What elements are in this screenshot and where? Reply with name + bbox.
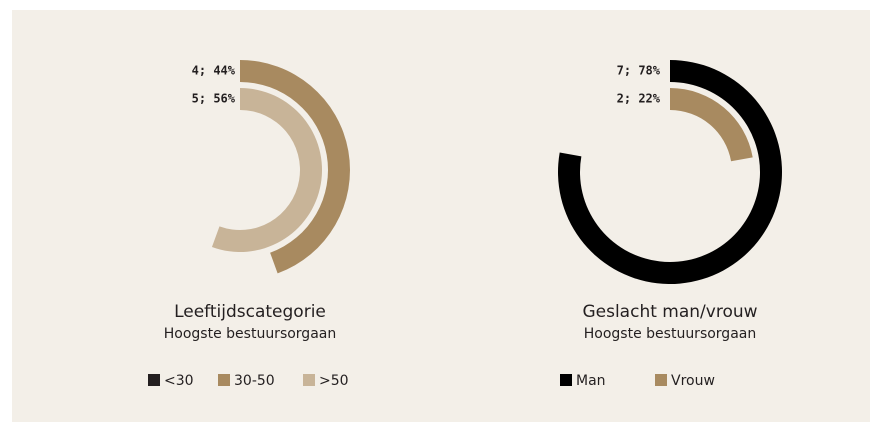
value-label: 4; 44% [192, 64, 236, 78]
chart-subtitle: Hoogste bestuursorgaan [164, 326, 336, 342]
legend-label: >50 [319, 373, 349, 389]
legend-swatch [303, 374, 315, 386]
panel [12, 10, 870, 422]
legend-swatch [218, 374, 230, 386]
ring-arc [240, 60, 350, 274]
chart-title: Geslacht man/vrouw [582, 302, 757, 322]
legend-swatch [148, 374, 160, 386]
legend-label: <30 [164, 373, 194, 389]
value-label: 2; 22% [617, 92, 661, 106]
legend-swatch [655, 374, 667, 386]
ring-arc [211, 88, 323, 252]
chart-title: Leeftijdscategorie [174, 302, 326, 322]
legend-label: Vrouw [671, 373, 715, 389]
ring-arc [670, 88, 753, 162]
legend-label: 30-50 [234, 373, 275, 389]
legend-swatch [560, 374, 572, 386]
legend-label: Man [576, 373, 606, 389]
chart-subtitle: Hoogste bestuursorgaan [584, 326, 756, 342]
value-label: 7; 78% [617, 64, 661, 78]
value-label: 5; 56% [192, 92, 236, 106]
